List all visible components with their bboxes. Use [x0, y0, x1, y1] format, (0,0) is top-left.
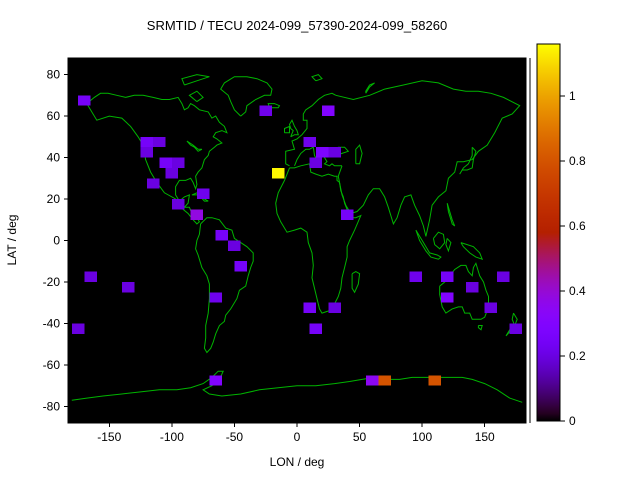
heat-cell — [84, 271, 97, 282]
heat-cell — [440, 292, 454, 303]
colorbar-tick-label: 0.4 — [569, 284, 586, 298]
heat-cell — [140, 136, 154, 148]
colorbar-ticks: 0 0.2 0.4 0.6 0.8 1 — [560, 89, 586, 428]
coastline — [220, 76, 273, 117]
heat-cell — [409, 271, 423, 282]
heat-cell — [71, 323, 85, 334]
coastline — [188, 90, 204, 103]
plot-area-background — [68, 58, 526, 423]
chart-title: SRMTID / TECU 2024-099_57390-2024-099_58… — [147, 18, 447, 33]
heat-cell — [303, 302, 316, 314]
x-tick-label: 50 — [353, 430, 367, 444]
heat-cell — [209, 292, 222, 303]
coastline — [288, 119, 299, 138]
x-tick-label: 150 — [475, 430, 495, 444]
coastline — [415, 229, 442, 260]
heat-cell — [484, 302, 498, 314]
y-tick-label: 40 — [47, 151, 61, 165]
coastline — [195, 217, 254, 354]
y-axis-ticks: -80 -60 -40 -20 0 20 40 60 80 — [43, 68, 68, 413]
heat-cell — [234, 261, 247, 272]
heat-cell — [328, 302, 341, 314]
heat-cell — [78, 95, 91, 106]
heat-cell — [209, 375, 222, 386]
x-tick-label: -50 — [226, 430, 244, 444]
coastline — [275, 163, 362, 314]
heat-cell — [121, 282, 135, 293]
y-axis-label: LAT / deg — [5, 215, 19, 266]
heat-cell — [509, 323, 523, 334]
colorbar-tick-label: 0 — [569, 414, 576, 428]
heat-cell — [315, 147, 329, 158]
coastline — [445, 238, 452, 253]
heatmap-cells-layer — [71, 95, 523, 386]
y-tick-label: -20 — [43, 275, 61, 289]
coastline — [439, 262, 489, 320]
coastline — [459, 146, 477, 175]
x-tick-label: -100 — [160, 430, 184, 444]
coastline — [335, 80, 521, 237]
heat-cell — [303, 136, 316, 148]
heat-cell — [497, 271, 510, 282]
y-tick-label: 60 — [47, 109, 61, 123]
heat-cell — [440, 271, 454, 282]
coastline — [460, 242, 484, 261]
coastline — [186, 140, 203, 152]
coastline — [181, 74, 210, 86]
heat-cell — [159, 157, 172, 168]
heat-cell — [190, 209, 204, 220]
heat-cell — [215, 230, 229, 241]
heat-cell — [259, 105, 272, 117]
colorbar-tick-label: 0.2 — [569, 349, 586, 363]
coastline — [351, 271, 361, 294]
heat-cell — [228, 240, 241, 251]
x-tick-label: -150 — [97, 430, 121, 444]
x-tick-label: 0 — [294, 430, 301, 444]
heat-cell — [365, 375, 379, 386]
heat-cell — [196, 188, 210, 200]
y-tick-label: 80 — [47, 68, 61, 82]
heat-cell — [140, 147, 154, 158]
heat-cell — [465, 282, 479, 293]
x-axis-ticks: -150 -100 -50 0 50 100 150 — [97, 423, 495, 444]
coastline — [355, 144, 363, 165]
heat-cell — [428, 375, 441, 386]
coastline — [446, 203, 456, 227]
coastline — [284, 125, 290, 134]
y-tick-label: -40 — [43, 316, 61, 330]
heat-cell — [171, 199, 185, 210]
colorbar-tick-label: 0.6 — [569, 219, 586, 233]
colorbar — [536, 43, 561, 422]
heat-cell — [340, 209, 354, 220]
heat-cell — [153, 136, 166, 148]
x-axis-label: LON / deg — [270, 455, 325, 469]
coastline — [267, 103, 281, 109]
x-tick-label: 100 — [412, 430, 432, 444]
heat-cell — [309, 157, 322, 168]
heat-cell — [171, 157, 185, 168]
y-tick-label: -80 — [43, 399, 61, 413]
heat-cell — [328, 147, 341, 158]
coastline — [477, 325, 483, 331]
colorbar-tick-label: 1 — [569, 89, 576, 103]
heat-cell — [378, 375, 391, 386]
heat-cell — [309, 323, 322, 334]
coastline — [311, 74, 323, 82]
colorbar-tick-label: 0.8 — [569, 154, 586, 168]
y-tick-label: 20 — [47, 192, 61, 206]
y-tick-label: -60 — [43, 358, 61, 372]
heat-cell — [146, 178, 160, 189]
heat-cell — [272, 167, 285, 179]
y-tick-label: 0 — [53, 234, 60, 248]
coastline — [285, 92, 337, 167]
coastline — [432, 231, 446, 250]
heat-cell — [165, 167, 179, 179]
coastline — [71, 370, 523, 403]
coastline — [365, 82, 375, 94]
heat-cell — [322, 105, 335, 117]
